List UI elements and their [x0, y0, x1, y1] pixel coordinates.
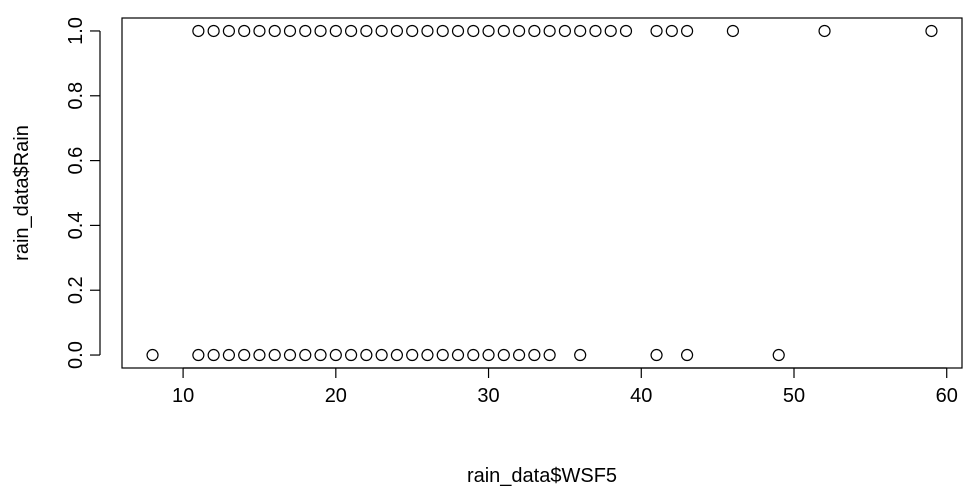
data-point	[283, 348, 297, 362]
data-point	[390, 24, 404, 38]
y-tick-label: 0.8	[65, 82, 87, 110]
x-tick-label: 20	[325, 385, 347, 407]
data-point	[482, 348, 495, 362]
data-point	[360, 348, 373, 362]
data-point	[406, 24, 419, 38]
y-tick-label: 1.0	[65, 17, 87, 45]
data-point	[207, 24, 220, 38]
y-axis: 0.0 0.2 0.4 0.6 0.8 1.0	[65, 17, 101, 369]
data-point	[726, 24, 740, 38]
data-point	[253, 348, 266, 362]
data-point	[390, 348, 404, 362]
data-point	[436, 348, 449, 362]
data-point	[314, 348, 327, 362]
x-tick-label: 60	[936, 385, 958, 407]
plot-frame	[121, 17, 963, 369]
data-point	[146, 348, 159, 362]
x-tick-label: 50	[783, 385, 805, 407]
data-point	[665, 24, 678, 38]
data-point	[650, 24, 663, 38]
data-point	[512, 24, 526, 38]
data-point	[421, 24, 434, 38]
data-point	[436, 24, 449, 38]
data-point	[299, 348, 312, 362]
data-point	[619, 24, 633, 38]
data-point	[543, 348, 556, 362]
x-axis-label: rain_data$WSF5	[467, 465, 617, 487]
data-point	[360, 24, 373, 38]
data-point	[329, 348, 342, 362]
y-tick-label: 0.0	[65, 341, 87, 369]
x-tick-label: 40	[630, 385, 652, 407]
data-point	[650, 348, 663, 362]
x-tick-label: 30	[477, 385, 499, 407]
y-tick-label: 0.6	[65, 147, 87, 175]
data-point	[925, 24, 938, 38]
data-point	[528, 348, 541, 362]
data-point	[375, 348, 388, 362]
data-point	[589, 24, 602, 38]
data-point	[375, 24, 388, 38]
data-point	[558, 24, 572, 38]
data-point	[222, 24, 236, 38]
data-point	[207, 348, 220, 362]
data-point	[299, 24, 312, 38]
data-point	[574, 348, 587, 362]
data-point	[818, 24, 831, 38]
data-point	[283, 24, 297, 38]
data-point	[512, 348, 526, 362]
y-tick-label: 0.2	[65, 276, 87, 304]
y-axis-label: rain_data$Rain	[11, 125, 33, 261]
data-point	[222, 348, 236, 362]
data-point	[467, 24, 480, 38]
data-point	[344, 24, 358, 38]
data-point	[451, 348, 465, 362]
data-point	[344, 348, 358, 362]
x-tick-label: 10	[172, 385, 194, 407]
data-point	[406, 348, 419, 362]
data-point	[497, 24, 510, 38]
data-point	[268, 24, 281, 38]
y-tick-label: 0.4	[65, 212, 87, 240]
data-point	[772, 348, 785, 362]
data-points	[146, 24, 938, 362]
data-point	[451, 24, 465, 38]
x-axis: 10 20 30 40 50 60	[172, 367, 958, 407]
data-point	[192, 348, 205, 362]
data-point	[528, 24, 541, 38]
data-point	[467, 348, 480, 362]
data-point	[314, 24, 327, 38]
data-point	[238, 348, 251, 362]
data-point	[329, 24, 342, 38]
data-point	[192, 24, 205, 38]
data-point	[497, 348, 510, 362]
data-point	[268, 348, 281, 362]
data-point	[482, 24, 495, 38]
data-point	[680, 348, 694, 362]
data-point	[238, 24, 251, 38]
data-point	[574, 24, 587, 38]
data-point	[543, 24, 556, 38]
data-point	[604, 24, 617, 38]
data-point	[680, 24, 694, 38]
data-point	[253, 24, 266, 38]
data-point	[421, 348, 434, 362]
